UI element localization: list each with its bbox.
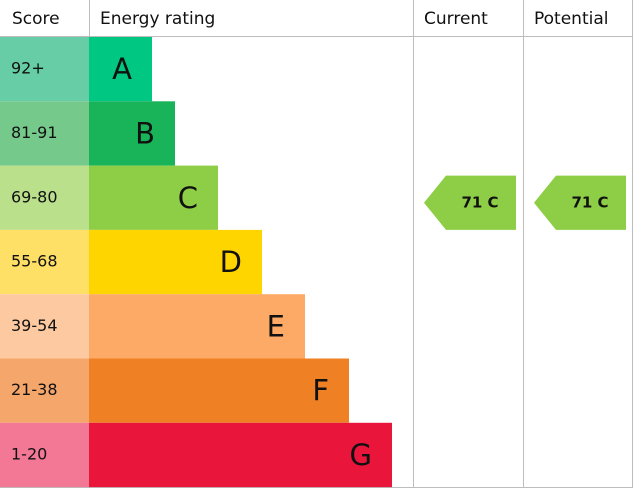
score-label: 55-68: [11, 252, 58, 271]
score-cell: [0, 358, 89, 423]
rating-bar: [89, 37, 152, 102]
rating-letter: D: [220, 245, 242, 279]
potential-label: 71 C: [571, 193, 608, 211]
score-cell: [0, 101, 89, 166]
rating-letter: C: [178, 181, 198, 215]
score-label: 81-91: [11, 123, 58, 142]
rating-letter: F: [312, 374, 329, 408]
rating-bar: [89, 101, 175, 166]
rating-letter: B: [135, 116, 155, 150]
rating-bar: [89, 229, 262, 295]
score-cell: [0, 37, 89, 102]
score-label: 21-38: [11, 380, 58, 399]
score-label: 39-54: [11, 316, 58, 335]
score-cell: [0, 294, 89, 359]
current-arrow: [424, 175, 516, 230]
score-label: 69-80: [11, 187, 58, 206]
potential-arrow: [534, 175, 626, 230]
rating-bar: [89, 165, 218, 230]
rating-bar: [89, 358, 349, 423]
current-label: 71 C: [461, 193, 498, 211]
score-cell: [0, 229, 89, 295]
score-cell: [0, 165, 89, 230]
score-header: Score: [12, 9, 60, 29]
rating-bar: [89, 422, 392, 488]
rating-bar: [89, 294, 305, 359]
score-label: 1-20: [11, 444, 47, 463]
score-label: 92+: [11, 59, 45, 78]
rating-letter: G: [350, 438, 372, 472]
score-cell: [0, 422, 89, 488]
potential-header: Potential: [534, 9, 608, 29]
current-header: Current: [424, 9, 488, 29]
rating-letter: A: [112, 52, 132, 86]
rating-header: Energy rating: [100, 9, 215, 29]
rating-letter: E: [267, 309, 285, 343]
